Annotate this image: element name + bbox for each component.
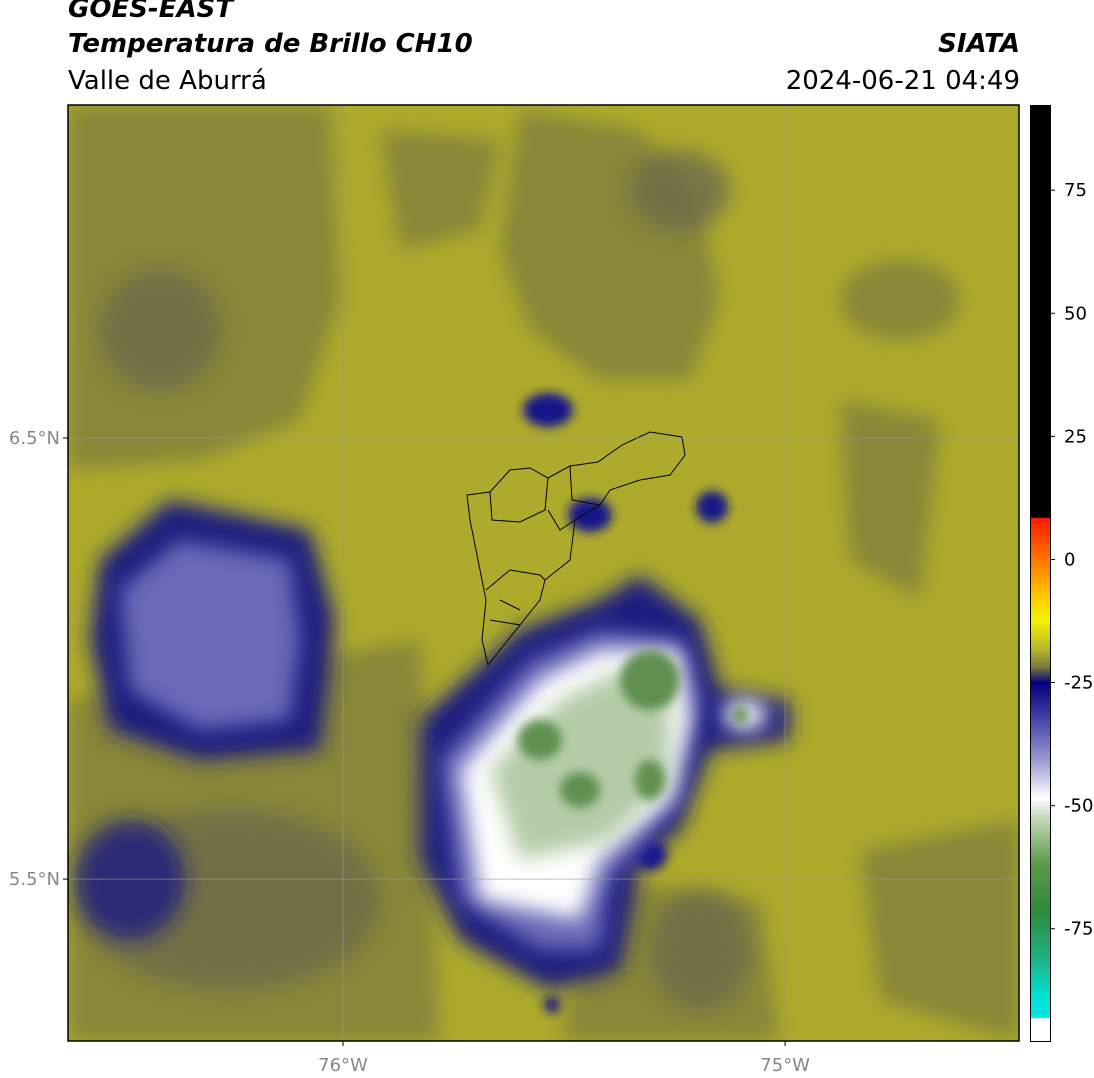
lat-tick-label: 5.5°N: [9, 869, 60, 890]
municipal-boundaries: [466, 431, 686, 667]
imagery: [68, 105, 1019, 1041]
colorbar-tick-label: 50: [1064, 303, 1087, 324]
subtitle: Temperatura de Brillo CH10: [68, 29, 473, 59]
region: Valle de Aburrá: [68, 66, 267, 96]
colorbar-tick-label: 75: [1064, 180, 1087, 201]
source: SIATA: [938, 29, 1020, 59]
colorbar: [1030, 105, 1051, 1042]
map-frame: [67, 104, 1020, 1042]
colorbar-tick-label: 0: [1064, 549, 1075, 570]
title: GOES-EAST: [68, 0, 234, 24]
timestamp: 2024-06-21 04:49: [785, 66, 1020, 96]
colorbar-tick-label: -25: [1064, 673, 1093, 694]
lat-tick-label: 6.5°N: [9, 428, 60, 449]
colorbar-tick-label: -75: [1064, 919, 1093, 940]
colorbar-tick-label: 25: [1064, 426, 1087, 447]
lon-tick-label: 75°W: [760, 1055, 810, 1076]
lon-tick-label: 76°W: [318, 1055, 368, 1076]
colorbar-tick-label: -50: [1064, 796, 1093, 817]
